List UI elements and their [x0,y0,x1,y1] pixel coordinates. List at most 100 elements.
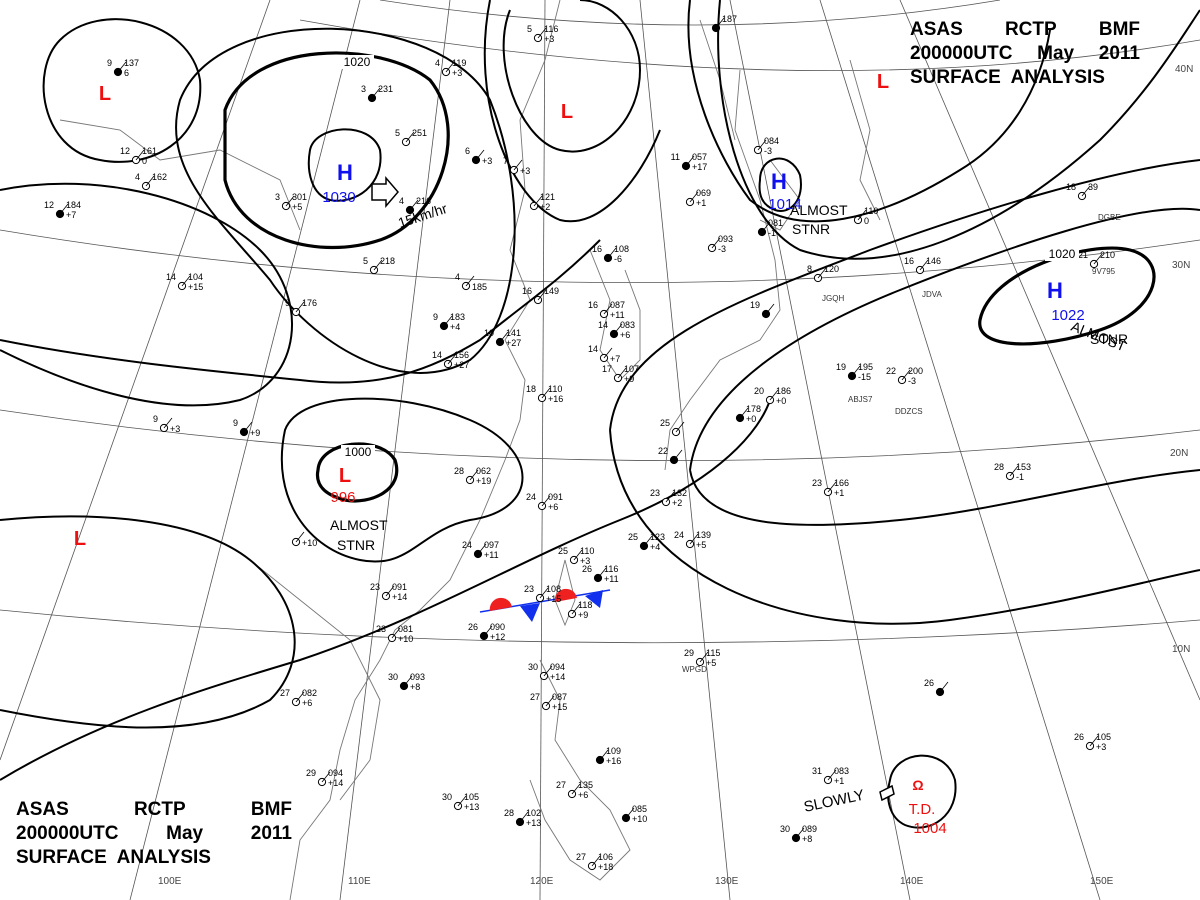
wind-barb-icon [295,531,305,543]
station-pressure: 187 [722,14,737,24]
station-temperature: 30 [388,672,398,682]
station-plot: 28 062+19 [454,466,491,486]
coast-north [59,119,301,231]
wind-barb-icon [385,585,395,597]
station-plot: 16 108-6 [592,244,629,264]
wind-barb-icon [795,827,805,839]
station-plot: 14 +7 [588,344,620,364]
header-title: SURFACE ANALYSIS [16,847,211,868]
ship-callsign: 9V795 [1092,267,1116,276]
wind-barb-icon [599,749,609,761]
lon-line-150e [819,0,1101,900]
station-tendency: +3 [520,166,530,176]
station-plot: 28 102+13 [504,808,541,828]
isobar-pacific-high [689,207,1200,526]
header-station: RCTP [133,799,186,820]
station-temperature: 5 [363,256,368,266]
movement-arrows [371,175,895,802]
station-tendency: +4 [650,542,660,552]
station-temperature: 11 [671,152,680,162]
wind-barb-icon [715,17,725,29]
lon-line-100e [129,0,361,900]
station-plot: 084-3 [753,136,779,156]
station-pressure: 166 [834,478,849,488]
station-tendency: -6 [614,254,622,264]
coast-taiwan [554,559,576,627]
station-plot: 25 123+4 [628,532,665,552]
lat-line-40n [299,19,1200,71]
header-station: RCTP [1004,19,1057,40]
station-pressure: 183 [450,312,465,322]
wind-barb-icon [901,369,911,381]
station-pressure: 057 [692,152,707,162]
station-tendency: +16 [548,394,563,404]
station-tendency: +27 [454,360,469,370]
wind-barb-icon [543,665,553,677]
station-tendency: +12 [490,632,505,642]
station-pressure: 120 [824,264,839,274]
wind-barb-icon [673,449,683,461]
station-tendency: -3 [764,146,772,156]
station-temperature: 4 [455,272,460,282]
station-tendency: +15 [546,594,561,604]
latitude-label: 30N [1172,260,1190,271]
wind-barb-icon [445,61,455,73]
wind-barb-icon [571,603,581,615]
station-pressure: 178 [746,404,761,414]
wind-barb-icon [827,481,837,493]
station-plot: 23 132+2 [650,488,687,508]
station-temperature: 19 [836,362,846,372]
isobar-nw-loop [42,18,202,163]
longitude-label: 120E [530,876,554,887]
station-temperature: 26 [1074,732,1084,742]
station-tendency: +1 [834,488,844,498]
station-tendency: +3 [544,34,554,44]
station-temperature: 27 [576,852,586,862]
station-pressure: 105 [1096,732,1111,742]
station-temperature: 28 [994,462,1004,472]
station-plot: 30 089+8 [780,824,817,844]
station-plot: 24 097+11 [462,540,499,560]
wind-barb-icon [603,347,613,359]
isobar-td-loop [887,754,957,829]
station-temperature: 29 [684,648,694,658]
station-plot: 118+9 [567,600,592,620]
station-pressure: 069 [696,188,711,198]
station-plot: +10 [291,531,317,548]
low-pressure-center: L [877,71,889,93]
station-plot: 109+16 [595,746,621,766]
isobar-1014-loop [758,157,802,212]
station-pressure: 089 [802,824,817,834]
station-temperature: 19 [750,300,760,310]
station-tendency: +8 [410,682,420,692]
station-plot: 22 [658,446,683,465]
station-pressure: 141 [506,328,521,338]
station-pressure: 119 [452,58,466,68]
wind-barb-icon [689,191,699,203]
isobar-label: 1020 [344,55,371,69]
wind-barb-icon [499,331,509,343]
station-pressure: 087 [552,692,567,702]
stationary-front [479,588,611,622]
station-tendency: +13 [526,818,541,828]
wind-barb-icon [391,627,401,639]
wind-barb-icon [457,795,467,807]
low-pressure-center: L [561,101,573,123]
isobar-west-band [0,182,293,407]
header-year: 2011 [1098,43,1140,64]
station-tendency: +6 [302,698,312,708]
longitude-label: 110E [348,876,371,887]
station-plot: 23 091+14 [370,582,407,602]
station-temperature: 6 [465,146,470,156]
station-pressure: 108 [546,584,561,594]
wind-barb-icon [373,259,383,271]
station-tendency: +3 [580,556,590,566]
station-temperature: 31 [812,766,822,776]
lon-line-east [899,0,1200,701]
station-plot: 16 149 [522,286,559,305]
station-plot: 30 105+13 [442,792,479,812]
station-pressure: 104 [188,272,203,282]
station-temperature: 29 [306,768,316,778]
header-source: ASAS [910,19,963,40]
